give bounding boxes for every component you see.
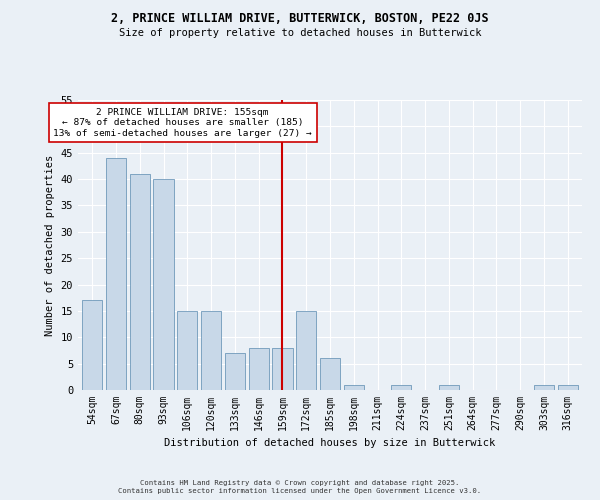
Bar bbox=[391, 384, 412, 390]
Text: Contains HM Land Registry data © Crown copyright and database right 2025.
Contai: Contains HM Land Registry data © Crown c… bbox=[118, 480, 482, 494]
Bar bbox=[177, 311, 197, 390]
Bar bbox=[130, 174, 150, 390]
Bar bbox=[296, 311, 316, 390]
Bar bbox=[344, 384, 364, 390]
Bar bbox=[82, 300, 103, 390]
Bar bbox=[320, 358, 340, 390]
Text: 2 PRINCE WILLIAM DRIVE: 155sqm
← 87% of detached houses are smaller (185)
13% of: 2 PRINCE WILLIAM DRIVE: 155sqm ← 87% of … bbox=[53, 108, 312, 138]
Bar bbox=[557, 384, 578, 390]
Text: Size of property relative to detached houses in Butterwick: Size of property relative to detached ho… bbox=[119, 28, 481, 38]
Bar bbox=[154, 179, 173, 390]
X-axis label: Distribution of detached houses by size in Butterwick: Distribution of detached houses by size … bbox=[164, 438, 496, 448]
Bar bbox=[248, 348, 269, 390]
Bar bbox=[225, 353, 245, 390]
Text: 2, PRINCE WILLIAM DRIVE, BUTTERWICK, BOSTON, PE22 0JS: 2, PRINCE WILLIAM DRIVE, BUTTERWICK, BOS… bbox=[111, 12, 489, 26]
Bar bbox=[272, 348, 293, 390]
Bar bbox=[106, 158, 126, 390]
Bar bbox=[534, 384, 554, 390]
Bar bbox=[439, 384, 459, 390]
Y-axis label: Number of detached properties: Number of detached properties bbox=[45, 154, 55, 336]
Bar bbox=[201, 311, 221, 390]
